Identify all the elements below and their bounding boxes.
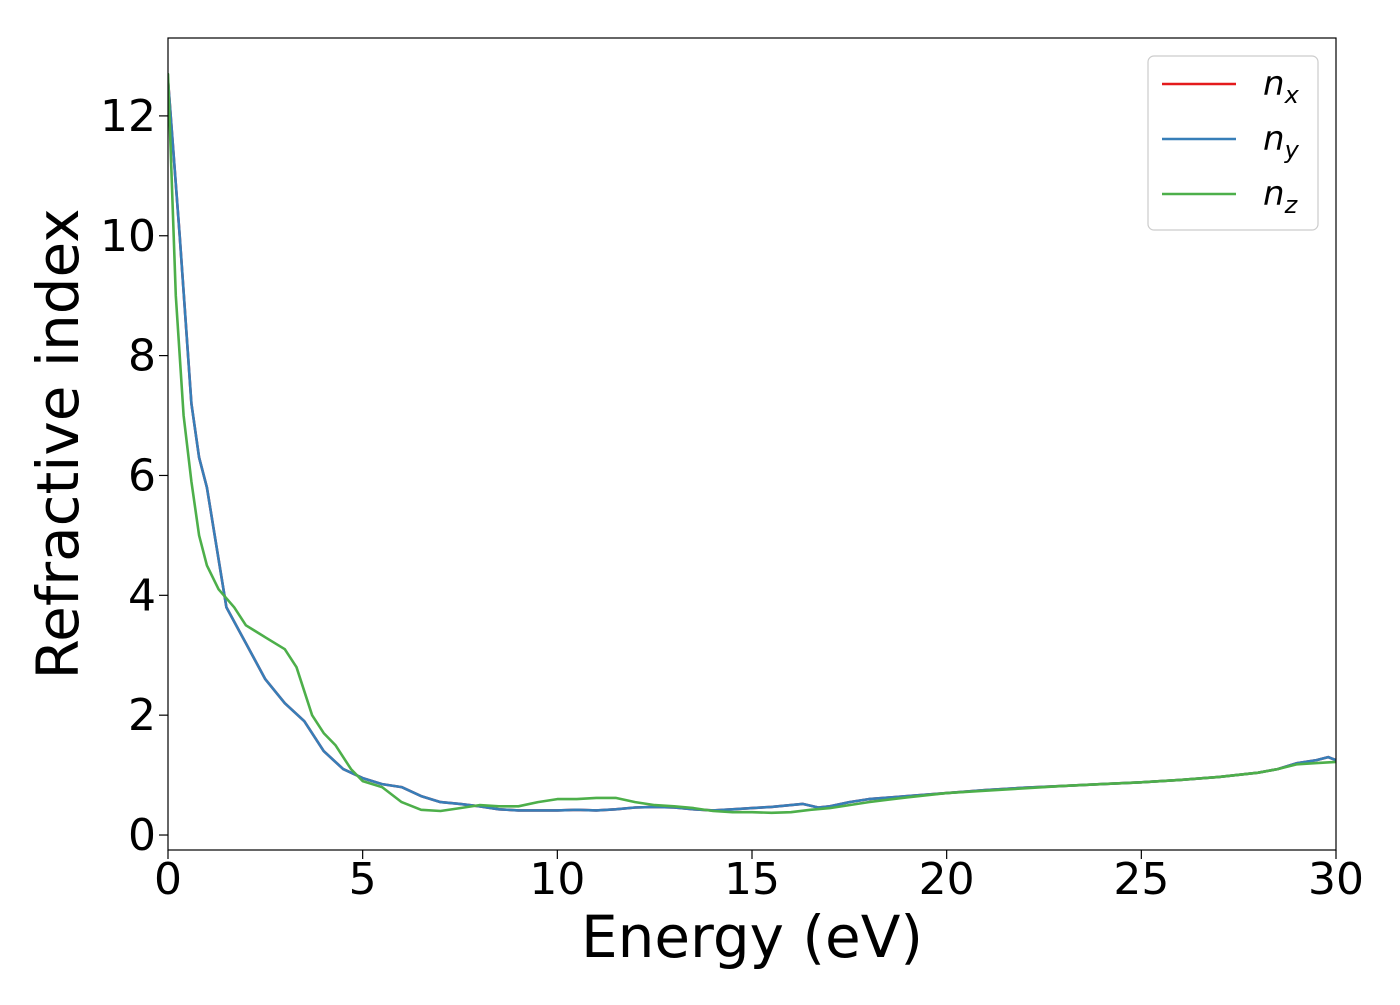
legend-label-main: n [1263, 64, 1285, 104]
x-axis-title: Energy (eV) [581, 903, 923, 971]
y-tick-label: 8 [128, 331, 156, 382]
x-tick-label: 25 [1113, 854, 1169, 905]
y-tick-label: 10 [100, 211, 156, 262]
legend-box [1147, 55, 1319, 231]
legend-label-nz: nz [1263, 174, 1299, 219]
y-tick-label: 2 [128, 690, 156, 741]
legend-label-subscript: y [1284, 136, 1300, 164]
y-tick-label: 0 [128, 810, 156, 861]
legend-label-ny: ny [1263, 119, 1300, 164]
x-tick-label: 15 [724, 854, 780, 905]
x-tick-label: 0 [154, 854, 182, 905]
legend-label-subscript: x [1284, 81, 1300, 109]
x-tick-label: 20 [919, 854, 975, 905]
y-tick-label: 12 [100, 91, 156, 142]
y-axis-title: Refractive index [24, 208, 92, 679]
legend-label-subscript: z [1284, 191, 1299, 219]
x-tick-label: 5 [349, 854, 377, 905]
x-tick-label: 10 [529, 854, 585, 905]
y-axis-ticks: 0 2 4 6 8 10 12 [100, 91, 168, 861]
y-tick-label: 6 [128, 450, 156, 501]
legend-label-main: n [1263, 119, 1285, 159]
x-axis-ticks: 0 5 10 15 20 25 30 [154, 850, 1364, 905]
legend-label-main: n [1263, 174, 1285, 214]
series-lines-group [168, 72, 1336, 815]
series-line-nz [168, 72, 1336, 815]
legend-label-nx: nx [1263, 64, 1300, 109]
y-tick-label: 4 [128, 570, 156, 621]
x-tick-label: 30 [1308, 854, 1364, 905]
